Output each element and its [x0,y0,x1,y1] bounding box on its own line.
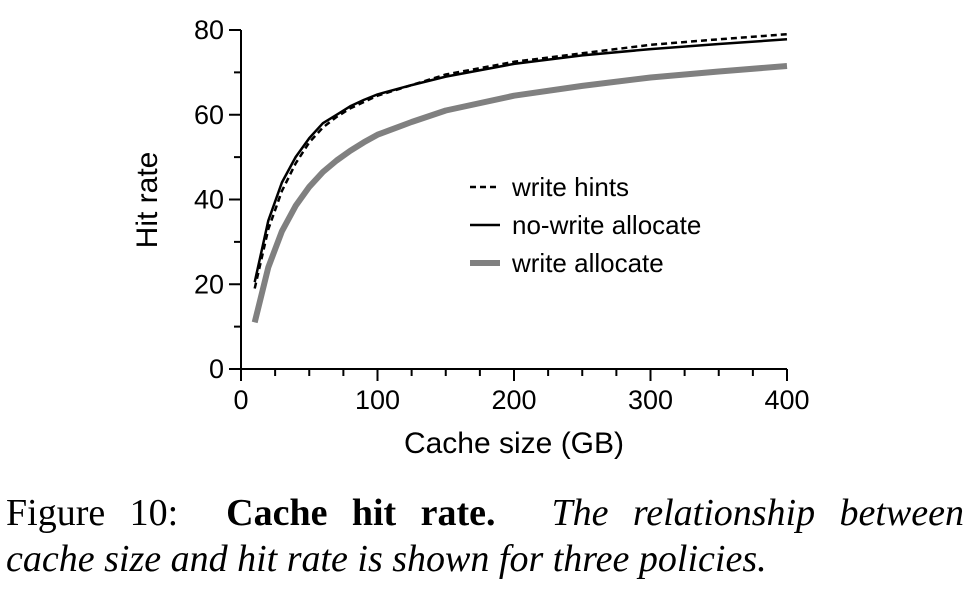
caption-text-line2: cache size and hit rate is shown for thr… [6,538,767,580]
y-tick-label: 0 [209,354,224,384]
figure-number: Figure 10: [6,492,179,534]
caption-title: Cache hit rate. [226,492,496,534]
x-tick-label: 0 [233,385,248,415]
axis-ticks: 0 20 40 60 80 0 100 200 300 400 [194,15,810,415]
y-tick-label: 20 [194,269,224,299]
series-lines [251,32,788,324]
caption-text-line1: The relationship between [551,492,964,534]
legend-label: write hints [511,172,629,202]
figure-caption: Figure 10: Cache hit rate. The relationshi… [6,490,964,582]
legend-label: no-write allocate [512,210,701,240]
x-tick-label: 100 [355,385,400,415]
series-line-write-hints [253,32,788,289]
y-tick-label: 40 [194,185,224,215]
x-axis-label: Cache size (GB) [404,427,624,460]
hit-rate-chart: 0 20 40 60 80 0 100 200 300 400 Cache size (GB) H… [131,15,810,460]
x-tick-label: 300 [628,385,673,415]
legend: write hints no-write allocate write alloca… [470,172,701,278]
y-axis-label: Hit rate [131,152,164,249]
y-tick-label: 80 [194,15,224,45]
series-line-write-allocate [251,63,788,324]
x-tick-label: 200 [491,385,536,415]
series-line-no-write-allocate [253,38,788,283]
legend-label: write allocate [511,248,664,278]
x-tick-label: 400 [764,385,809,415]
y-tick-label: 60 [194,100,224,130]
